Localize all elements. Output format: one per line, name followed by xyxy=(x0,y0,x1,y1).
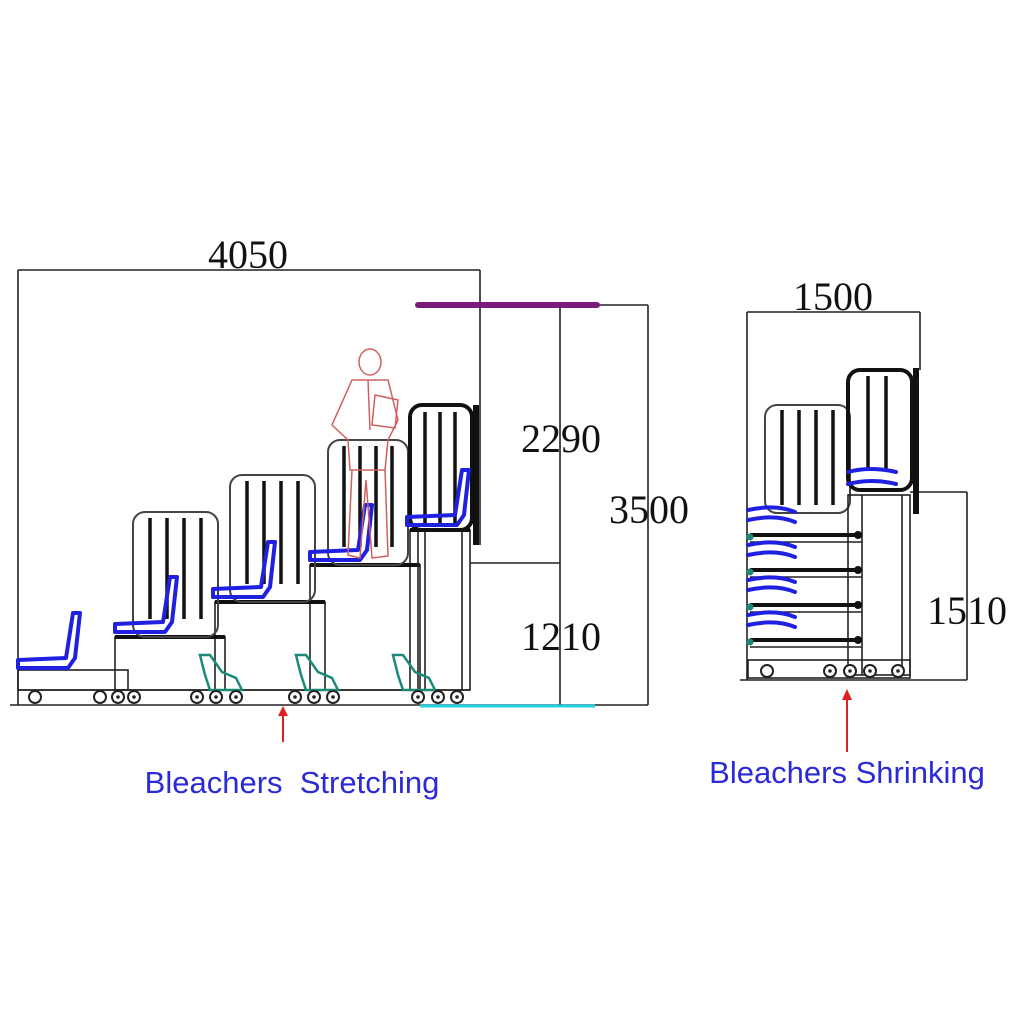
folded-seat xyxy=(746,610,797,629)
wheel-hub xyxy=(214,695,218,699)
seat xyxy=(211,540,277,599)
folded-seat xyxy=(746,505,797,524)
hinge xyxy=(854,636,862,644)
total-height-label: 3500 xyxy=(609,487,689,532)
brake-wheel xyxy=(28,690,42,704)
stacked-tiers xyxy=(746,505,862,648)
arrow-stretching xyxy=(278,706,288,742)
end-cap xyxy=(746,638,754,646)
wheel-hub xyxy=(868,669,872,673)
brake-wheel xyxy=(760,664,774,678)
wheel-hub xyxy=(312,695,316,699)
foot xyxy=(391,653,438,692)
wheel-hub xyxy=(116,695,120,699)
rail-frame xyxy=(132,511,219,638)
hinge xyxy=(854,566,862,574)
shrunk-bleachers: 1500 1510 xyxy=(740,274,1007,681)
support-feet xyxy=(198,653,438,692)
wheel-hub xyxy=(416,695,420,699)
wheels xyxy=(28,690,464,704)
wheel-hub xyxy=(848,669,852,673)
caption-shrinking: Bleachers Shrinking xyxy=(709,755,985,790)
stretched-bleachers: 4050 2290 1210 3500 xyxy=(10,232,689,708)
brake-wheel xyxy=(93,690,107,704)
wheel-hub xyxy=(455,695,459,699)
rail-frame xyxy=(229,474,316,603)
foot xyxy=(294,653,341,692)
wheel-hub xyxy=(132,695,136,699)
foot xyxy=(198,653,245,692)
width-label-4050: 4050 xyxy=(208,232,288,277)
wheel-hub xyxy=(436,695,440,699)
seat xyxy=(405,468,471,527)
back-panel xyxy=(473,405,479,545)
dimension-lines-right xyxy=(740,311,968,681)
seat xyxy=(16,611,82,670)
person-figure xyxy=(331,348,399,559)
tiers xyxy=(17,528,471,691)
width-label-1500: 1500 xyxy=(793,274,873,319)
end-cap xyxy=(746,603,754,611)
caption-stretching: Bleachers Stretching xyxy=(145,765,440,800)
hinge xyxy=(854,601,862,609)
end-cap xyxy=(746,568,754,576)
top-rail-folded xyxy=(846,368,914,492)
lower-height-label: 1210 xyxy=(521,614,601,659)
wheel-hub xyxy=(828,669,832,673)
wheels-folded xyxy=(760,664,905,678)
folded-seat xyxy=(746,575,797,594)
top-rail xyxy=(408,403,474,532)
seat xyxy=(113,575,179,634)
wheel-hub xyxy=(331,695,335,699)
folded-seat xyxy=(746,540,797,559)
back-panel-folded xyxy=(913,368,919,514)
wheel-hub xyxy=(234,695,238,699)
wheel-hub xyxy=(896,669,900,673)
seats xyxy=(16,468,471,670)
back-rails xyxy=(132,439,409,638)
upper-height-label: 2290 xyxy=(521,416,601,461)
hinge xyxy=(854,531,862,539)
end-cap xyxy=(746,533,754,541)
wheel-hub xyxy=(195,695,199,699)
stacked-rail-bars xyxy=(780,410,835,505)
wheel-hub xyxy=(293,695,297,699)
height-label-1510: 1510 xyxy=(927,588,1007,633)
arrow-shrinking xyxy=(842,689,852,752)
